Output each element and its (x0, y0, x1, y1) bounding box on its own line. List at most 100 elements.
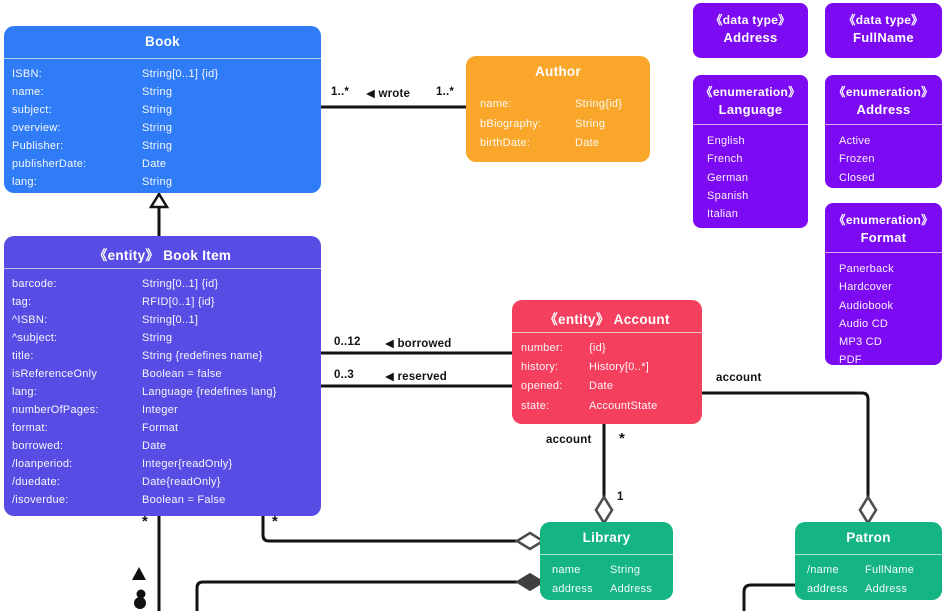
stereotype-label: 《enumeration》 (833, 213, 934, 227)
attribute-name: numberOfPages: (12, 404, 99, 416)
attribute-row: borrowed: Date (4, 437, 321, 455)
stereotype-label: 《data type》 (710, 13, 791, 27)
attribute-row: state: AccountState (512, 397, 702, 416)
enum-value: Hardcover (839, 281, 892, 294)
edge-library-composition (195, 580, 517, 611)
attribute-row: tag: RFID[0..1] {id} (4, 293, 321, 311)
attribute-type: AccountState (589, 399, 658, 412)
association-label-reserved: ◀ reserved (385, 371, 447, 383)
generalization-triangle-icon (148, 191, 170, 209)
class-box-account[interactable]: 《entity》 Account number: {id} history: His… (512, 300, 702, 424)
attribute-name: lang: (12, 176, 38, 188)
class-box-library[interactable]: Library name String address Address (540, 522, 673, 600)
class-box-patron[interactable]: Patron /name FullName address Address (795, 522, 942, 600)
class-title-author: Author (534, 64, 582, 79)
attribute-name: lang: (12, 386, 38, 398)
attribute-name: name: (480, 98, 512, 110)
attribute-row: /isoverdue: Boolean = False (4, 491, 321, 509)
divider (4, 58, 321, 59)
class-title-account: 《entity》 Account (544, 312, 670, 327)
class-title-library: Library (582, 530, 631, 545)
attribute-row: ISBN: String[0..1] {id} (4, 65, 321, 83)
edge-patron-down (742, 583, 795, 611)
attribute-name: name (552, 564, 581, 576)
datatype-box-fullname[interactable]: 《data type》 FullName (825, 3, 942, 58)
enum-value: German (707, 171, 749, 184)
multiplicity-library-one: 1 (617, 491, 624, 503)
class-title-patron: Patron (846, 530, 891, 545)
attribute-row: name String (540, 561, 673, 580)
datatype-name: FullName (853, 30, 914, 45)
attribute-row: bBiography: String (466, 115, 650, 135)
attribute-name: address (807, 582, 848, 595)
association-label-borrowed: ◀ borrowed (385, 338, 452, 350)
divider (4, 268, 321, 269)
attribute-type: Language {redefines lang} (142, 386, 277, 398)
stereotype-label: 《enumeration》 (700, 85, 801, 99)
attribute-type: String{id} (575, 98, 623, 110)
attribute-name: subject: (12, 104, 52, 116)
attribute-name: tag: (12, 296, 32, 308)
attribute-row: opened: Date (512, 377, 702, 396)
enum-value: Spanish (707, 189, 749, 202)
attribute-type: String[0..1] {id} (142, 68, 219, 80)
attribute-row: birthDate: Date (466, 134, 650, 154)
attribute-type: Date (142, 158, 167, 170)
attribute-row: history: History[0..*] (512, 358, 702, 377)
datatype-box-address[interactable]: 《data type》 Address (693, 3, 808, 58)
attribute-name: format: (12, 422, 48, 434)
edge-bookitem-library-aggregation (261, 516, 517, 543)
attribute-name: opened: (521, 380, 563, 393)
attribute-name: /loanperiod: (12, 458, 73, 470)
attribute-row: lang: Language {redefines lang} (4, 383, 321, 401)
cutoff-label-glyph (134, 597, 146, 609)
enum-value: Frozen (839, 153, 875, 166)
class-title-book-item: 《entity》 Book Item (93, 248, 232, 263)
attribute-name: /isoverdue: (12, 494, 69, 506)
attribute-row: name: String{id} (466, 95, 650, 115)
attribute-name: address (552, 582, 593, 595)
attribute-name: state: (521, 399, 550, 412)
enum-value: Italian (707, 208, 739, 221)
enumeration-box-language[interactable]: 《enumeration》 Language English French Ge… (693, 75, 808, 228)
attribute-type: Address (610, 582, 653, 595)
class-box-book[interactable]: Book ISBN: String[0..1] {id} name: String … (4, 26, 321, 193)
aggregation-diamond-library-top-icon (594, 494, 614, 526)
enum-value: Panerback (839, 263, 894, 275)
edge-account-patron (702, 391, 870, 497)
attribute-type: String (142, 332, 173, 344)
enumeration-box-address[interactable]: 《enumeration》 Address Active Frozen Clos… (825, 75, 942, 188)
attribute-type: String (610, 564, 641, 576)
attribute-name: number: (521, 342, 564, 354)
attribute-name: ^subject: (12, 332, 58, 344)
enum-value: Closed (839, 171, 875, 184)
attribute-row: /loanperiod: Integer{readOnly} (4, 455, 321, 473)
enumeration-box-format[interactable]: 《enumeration》 Format Panerback Hardcover… (825, 203, 942, 366)
attribute-row: ^subject: String (4, 329, 321, 347)
attribute-name: publisherDate: (12, 158, 87, 170)
attribute-row: /name FullName (795, 561, 942, 580)
attribute-row: /duedate: Date{readOnly} (4, 473, 321, 491)
attribute-name: birthDate: (480, 137, 531, 149)
multiplicity-wrote-book-end: 1..* (331, 86, 350, 98)
enum-value: PDF (839, 354, 862, 367)
attribute-row: barcode: String[0..1] {id} (4, 275, 321, 293)
attribute-name: overview: (12, 122, 61, 134)
enumeration-name: Format (860, 230, 907, 245)
attribute-row: address Address (795, 580, 942, 599)
attribute-name: bBiography: (480, 117, 542, 130)
attribute-name: ISBN: (12, 68, 42, 80)
divider (795, 554, 942, 555)
attribute-type: History[0..*] (589, 361, 650, 374)
attribute-type: Address (865, 582, 908, 595)
class-box-book-item[interactable]: 《entity》 Book Item barcode: String[0..1] … (4, 236, 321, 516)
class-box-author[interactable]: Author name: String{id} bBiography: String… (466, 56, 650, 162)
attribute-type: Date (142, 440, 167, 452)
attribute-type: {id} (589, 342, 606, 354)
attribute-type: Integer{readOnly} (142, 458, 233, 470)
divider (512, 332, 702, 333)
attribute-row: number: {id} (512, 339, 702, 358)
divider (693, 124, 808, 125)
enumeration-name: Language (718, 102, 783, 117)
